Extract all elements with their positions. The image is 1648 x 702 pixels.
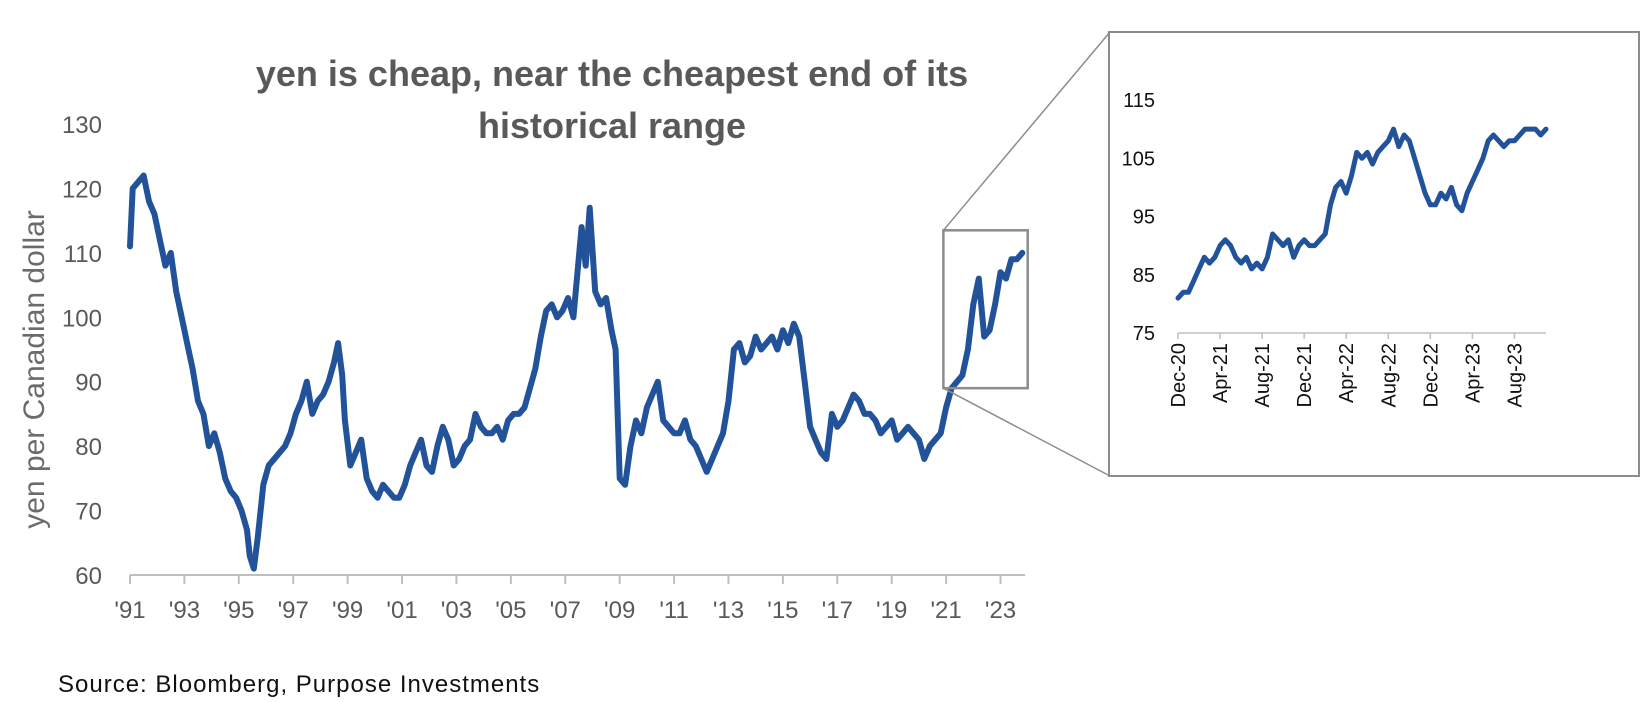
chart-title-line-2: historical range (478, 105, 746, 146)
inset-chart: 75 85 95 105 115 Dec-20 Apr-21 Aug-21 Dec-21 Apr-… (1108, 31, 1640, 477)
inset-x-tick-label: Aug-21 (1252, 343, 1274, 408)
x-tick-label: '19 (876, 597, 907, 624)
inset-x-tick-label: Aug-22 (1378, 343, 1400, 408)
y-tick-label: 90 (75, 370, 102, 397)
x-tick-label: '17 (822, 597, 853, 624)
inset-frame (1108, 31, 1640, 477)
x-tick-label: '03 (441, 597, 472, 624)
x-tick-label: '05 (495, 597, 526, 624)
main-chart: '91 '93 '95 '97 '99 '01 '03 '05 '07 '09 '11 '13 '15 '… (18, 112, 1026, 624)
x-tick-label: '23 (985, 597, 1016, 624)
inset-x-tick-label: Apr-22 (1336, 343, 1358, 403)
y-tick-label: 60 (75, 563, 102, 590)
inset-x-tick-label: Apr-21 (1210, 343, 1232, 403)
source-note: Source: Bloomberg, Purpose Investments (58, 671, 540, 698)
x-tick-label: '11 (659, 597, 689, 624)
x-tick-label: '95 (223, 597, 254, 624)
inset-x-tick-label: Aug-23 (1504, 343, 1526, 408)
x-tick-label: '13 (713, 597, 744, 624)
inset-x-tick-label: Dec-20 (1168, 343, 1190, 407)
x-tick-label: '93 (169, 597, 200, 624)
inset-y-tick-label: 85 (1133, 265, 1155, 287)
y-tick-label: 110 (64, 241, 102, 268)
inset-x-tick-label: Dec-21 (1294, 343, 1316, 407)
zoom-connector-bottom (943, 387, 1111, 477)
y-tick-label: 120 (62, 176, 102, 203)
x-tick-label: '97 (278, 597, 309, 624)
x-tick-label: '99 (332, 597, 363, 624)
x-tick-label: '09 (604, 597, 635, 624)
x-tick-label: '91 (114, 597, 145, 624)
zoom-callout (942, 31, 1111, 477)
inset-y-tick-label: 105 (1122, 148, 1155, 170)
y-tick-label: 100 (62, 305, 102, 332)
x-tick-label: '15 (767, 597, 798, 624)
chart-title-line-1: yen is cheap, near the cheapest end of i… (256, 53, 968, 94)
inset-y-tick-label: 115 (1123, 90, 1155, 112)
y-axis-label: yen per Canadian dollar (18, 210, 51, 529)
series-line-jpy-cad (127, 172, 1026, 572)
x-tick-label: '21 (930, 597, 961, 624)
y-tick-label: 80 (75, 434, 102, 461)
inset-y-tick-label: 95 (1133, 207, 1155, 229)
inset-series-line (1175, 126, 1549, 301)
inset-y-tick-label: 75 (1133, 323, 1155, 345)
zoom-highlight-box (942, 229, 1029, 390)
y-tick-label: 130 (62, 112, 102, 139)
y-tick-label: 70 (75, 499, 102, 526)
inset-x-tick-label: Apr-23 (1462, 343, 1484, 403)
zoom-connector-top (942, 31, 1111, 231)
x-tick-label: '07 (550, 597, 581, 624)
inset-x-tick-label: Dec-22 (1420, 343, 1442, 407)
x-tick-label: '01 (386, 597, 417, 624)
